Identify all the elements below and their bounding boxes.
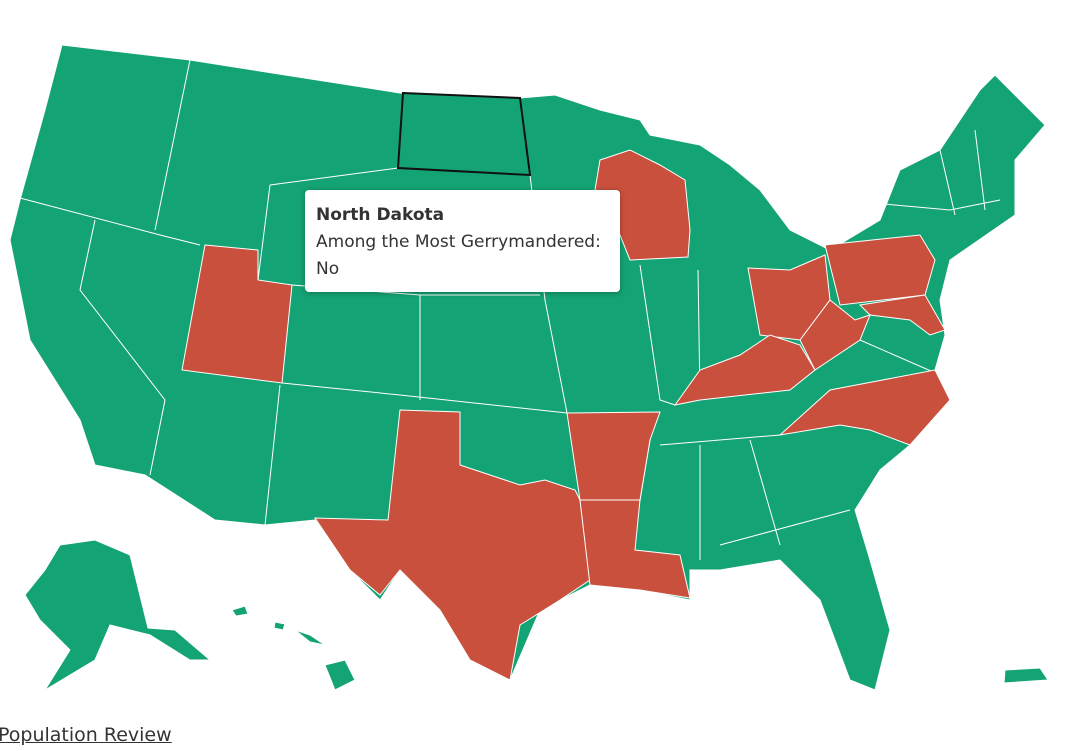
state-arkansas <box>566 411 661 501</box>
state-utah <box>181 244 293 384</box>
state-west-virginia <box>799 299 871 371</box>
state-pennsylvania <box>824 234 936 306</box>
state-texas <box>314 409 591 681</box>
state-kentucky <box>673 334 816 406</box>
hawaii-island <box>273 621 286 631</box>
tooltip-title: North Dakota <box>316 205 445 225</box>
state-north-dakota[interactable] <box>396 91 532 177</box>
state-louisiana <box>579 499 691 599</box>
tooltip: North Dakota Among the Most Gerrymandere… <box>305 190 620 292</box>
state-north-carolina <box>778 369 951 446</box>
hawaii-island <box>294 629 326 646</box>
hawaii-island <box>231 605 249 617</box>
state-alaska <box>24 539 212 691</box>
tooltip-label: Among the Most Gerrymandered: <box>316 232 601 252</box>
state-hawaii <box>324 659 356 691</box>
tooltip-value: No <box>316 259 340 279</box>
puerto-rico <box>1003 667 1049 684</box>
us-mainland <box>9 44 1046 691</box>
source-link[interactable]: Population Review <box>0 724 172 746</box>
